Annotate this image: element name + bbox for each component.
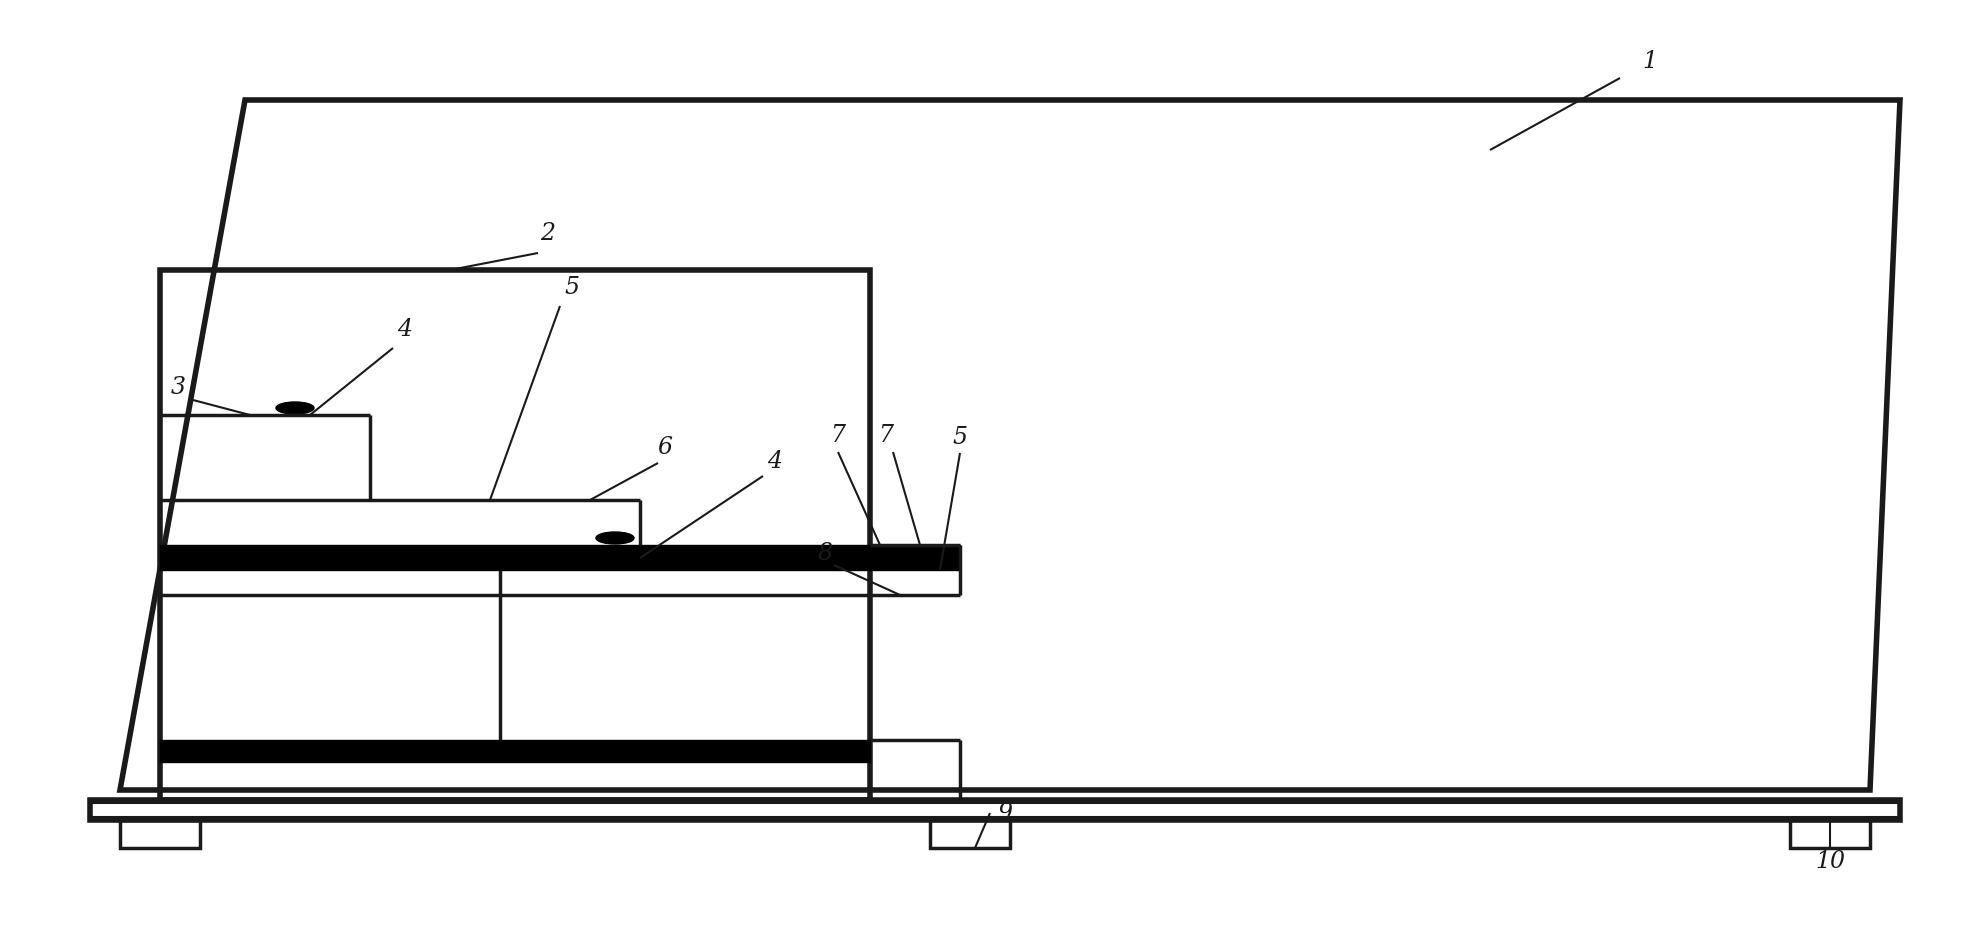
Text: 8: 8 [818,541,832,564]
Text: 5: 5 [952,425,968,449]
Bar [160,270,869,800]
Bar [160,545,869,570]
Bar [869,545,960,570]
Ellipse shape [597,532,634,544]
Text: 3: 3 [170,377,186,399]
Text: 6: 6 [658,437,672,459]
Text: 7: 7 [830,425,846,448]
Text: 1: 1 [1642,50,1658,74]
Bar [121,820,200,848]
Bar [1790,820,1869,848]
Bar [931,820,1010,848]
Text: 9: 9 [998,801,1012,825]
Text: 4: 4 [397,318,413,341]
Text: 10: 10 [1816,851,1846,873]
Text: 2: 2 [541,221,555,244]
Text: 5: 5 [565,276,579,299]
Bar [160,740,869,762]
Text: 4: 4 [767,451,782,474]
Text: 7: 7 [879,425,893,448]
Ellipse shape [277,402,314,414]
Bar [91,800,1901,820]
